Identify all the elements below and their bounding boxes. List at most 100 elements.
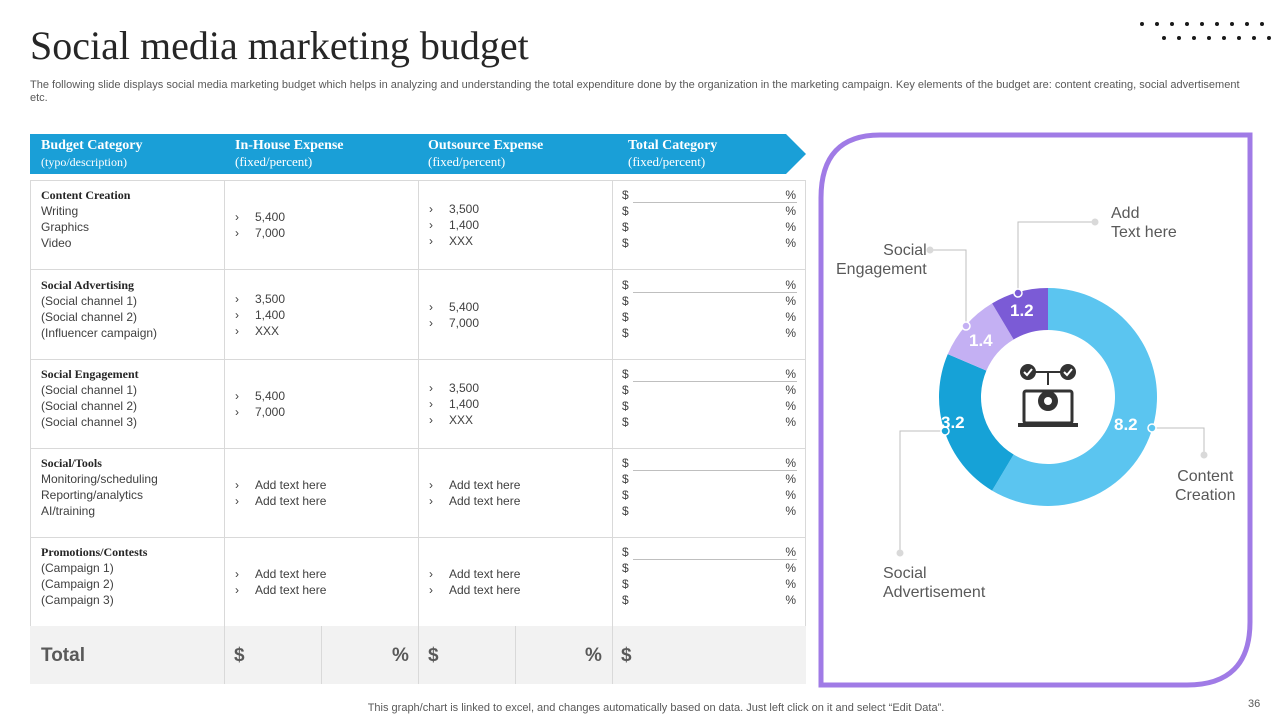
decorative-dot	[1230, 22, 1234, 26]
chevron-right-icon: ›	[429, 567, 433, 581]
outsource-value: › Add text here	[429, 494, 521, 508]
table-row: Promotions/Contests (Campaign 1) (Campaign…	[30, 537, 806, 627]
category-item: Writing	[41, 204, 79, 218]
leader-anchor-dot	[1013, 288, 1023, 298]
outsource-value: › Add text here	[429, 478, 521, 492]
cell-total: $% $% $% $%	[612, 270, 806, 359]
total-dollar-sign: $	[622, 310, 629, 324]
cell-total: $% $% $% $%	[612, 359, 806, 448]
total-dollar-sign: $	[622, 220, 629, 234]
total-dollar-sign: $	[622, 456, 629, 470]
outsource-value: › 7,000	[429, 316, 480, 330]
chevron-right-icon: ›	[429, 202, 433, 216]
outsource-value: › Add text here	[429, 567, 521, 581]
cell-outsource: › 5,400 › 7,000	[418, 270, 612, 359]
chevron-right-icon: ›	[429, 494, 433, 508]
cell-outsource: › 3,500 › 1,400 › XXX	[418, 359, 612, 448]
chevron-right-icon: ›	[429, 478, 433, 492]
outsource-value: › 3,500	[429, 202, 480, 216]
donut-category-label: Social Engagement	[836, 242, 927, 278]
chevron-right-icon: ›	[429, 316, 433, 330]
total-outsource-percent: %	[585, 645, 602, 666]
donut-category-label: Content Creation	[1175, 468, 1236, 504]
inhouse-value: › 7,000	[235, 226, 286, 240]
leader-end-dot	[926, 246, 934, 254]
decorative-dot	[1200, 22, 1204, 26]
chevron-right-icon: ›	[235, 389, 239, 403]
donut-slice	[947, 303, 1014, 371]
cell-category: Social/Tools Monitoring/scheduling Reporti…	[30, 448, 224, 537]
total-dollar-sign: $	[622, 326, 629, 340]
decorative-dot	[1237, 36, 1241, 40]
inhouse-value: › 1,400	[235, 308, 286, 322]
chevron-right-icon: ›	[235, 583, 239, 597]
total-percent-sign: %	[785, 504, 796, 518]
category-item: Video	[41, 236, 72, 250]
category-title: Promotions/Contests	[41, 545, 148, 559]
category-title: Social/Tools	[41, 456, 102, 470]
total-inhouse-dollar: $	[234, 645, 245, 666]
total-label: Total	[41, 645, 85, 666]
chevron-right-icon: ›	[429, 234, 433, 248]
chevron-right-icon: ›	[235, 292, 239, 306]
header-col-inhouse: In-House Expense (fixed/percent)	[235, 138, 344, 169]
category-item: (Campaign 3)	[41, 593, 114, 607]
donut-value-label: 3.2	[941, 413, 965, 432]
cell-total: $% $% $% $%	[612, 448, 806, 537]
donut-chart: 8.2 3.2 1.4 1.2 Content Creation Social Adverti…	[819, 133, 1253, 689]
decorative-dot	[1215, 22, 1219, 26]
total-percent-sign: %	[785, 415, 796, 429]
category-item: Reporting/analytics	[41, 488, 144, 502]
outsource-value: › 1,400	[429, 218, 480, 232]
total-percent-sign: %	[785, 326, 796, 340]
header-arrow-shape	[30, 134, 806, 174]
leader-anchor-dot	[1147, 423, 1157, 433]
table-header: Budget Category (typo/description) In-Hou…	[30, 134, 806, 174]
inhouse-value: › XXX	[235, 324, 280, 338]
category-title: Social Engagement	[41, 367, 139, 381]
donut-slice	[992, 288, 1048, 340]
cell-category: Content Creation Writing Graphics Video	[30, 180, 224, 269]
total-inhouse-percent: %	[392, 645, 409, 666]
decorative-dot	[1252, 36, 1256, 40]
category-item: Graphics	[41, 220, 90, 234]
total-percent-sign: %	[785, 593, 796, 607]
table-row: Social Advertising (Social channel 1) (Soc…	[30, 270, 806, 360]
total-dollar-sign: $	[622, 593, 629, 607]
total-dollar-sign: $	[622, 488, 629, 502]
total-percent-sign: %	[785, 545, 796, 559]
chevron-right-icon: ›	[429, 381, 433, 395]
cell-category: Social Engagement (Social channel 1) (Soci…	[30, 359, 224, 448]
total-dollar-sign: $	[622, 415, 629, 429]
total-percent-sign: %	[785, 488, 796, 502]
total-dollar-sign: $	[622, 577, 629, 591]
category-title: Social Advertising	[41, 278, 135, 292]
chart-panel-border	[818, 132, 1253, 688]
chevron-right-icon: ›	[235, 478, 239, 492]
inhouse-value: › Add text here	[235, 494, 327, 508]
outsource-value: › 1,400	[429, 397, 480, 411]
total-percent-sign: %	[785, 561, 796, 575]
table-row: Social Engagement (Social channel 1) (Soci…	[30, 359, 806, 449]
underline	[633, 470, 797, 471]
cell-outsource: › Add text here › Add text here	[418, 537, 612, 626]
chevron-right-icon: ›	[429, 413, 433, 427]
decorative-dot	[1185, 22, 1189, 26]
total-dollar-sign: $	[622, 278, 629, 292]
cell-category: Promotions/Contests (Campaign 1) (Campaign…	[30, 537, 224, 626]
decorative-dot	[1267, 36, 1271, 40]
page-number: 36	[1248, 698, 1261, 710]
cell-outsource: › 3,500 › 1,400 › XXX	[418, 180, 612, 269]
outsource-value: › XXX	[429, 234, 474, 248]
decorative-dot	[1207, 36, 1211, 40]
leader-anchor-dot	[961, 321, 971, 331]
chevron-right-icon: ›	[235, 210, 239, 224]
total-percent-sign: %	[785, 383, 796, 397]
total-percent-sign: %	[785, 472, 796, 486]
donut-value-label: 1.2	[1010, 301, 1034, 320]
decorative-dot	[1140, 22, 1144, 26]
total-dollar-sign: $	[622, 504, 629, 518]
inhouse-value: › Add text here	[235, 478, 327, 492]
donut-category-label: Social Advertisement	[883, 565, 986, 601]
decorative-dot	[1222, 36, 1226, 40]
